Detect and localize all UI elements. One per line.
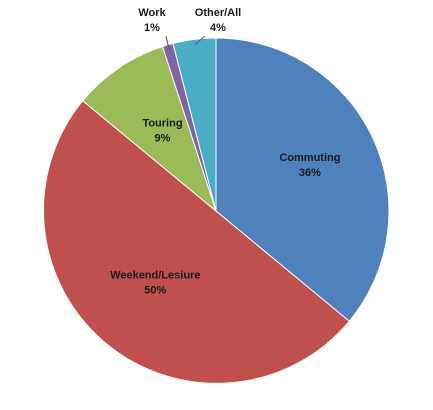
slice-touring — [81, 45, 218, 213]
slice-label-work: Work — [138, 7, 166, 19]
slice-value-other-all: 4% — [210, 22, 226, 34]
slice-weekend-lesiure — [43, 100, 351, 384]
slice-label-other-all: Other/All — [195, 7, 241, 19]
slice-value-weekend-lesiure: 50% — [144, 284, 166, 296]
slice-label-commuting: Commuting — [279, 152, 340, 164]
leader-lines — [165, 35, 206, 50]
slice-value-work: 1% — [144, 22, 160, 34]
slice-value-touring: 9% — [155, 132, 171, 144]
slice-value-commuting: 36% — [299, 167, 321, 179]
slice-other-all — [172, 37, 217, 212]
leader-line-other-all — [194, 35, 206, 45]
slice-label-touring: Touring — [142, 117, 182, 129]
slice-commuting — [215, 37, 390, 322]
data-labels: Commuting 36% Weekend/Lesiure 50% Touring 9% W… — [110, 7, 340, 296]
leader-line-work — [165, 35, 170, 50]
pie-slices — [43, 37, 390, 384]
slice-label-weekend-lesiure: Weekend/Lesiure — [110, 269, 200, 281]
